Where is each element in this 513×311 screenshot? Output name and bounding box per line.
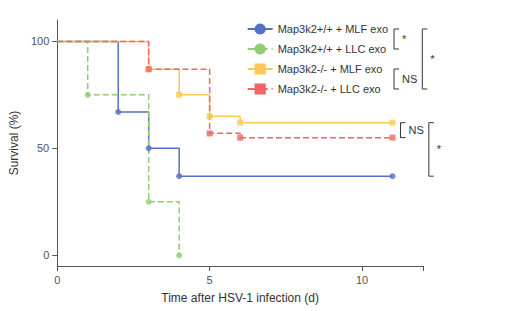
- svg-text:0: 0: [43, 249, 49, 261]
- svg-text:Time after HSV-1 infection (d): Time after HSV-1 infection (d): [161, 291, 319, 305]
- svg-text:NS: NS: [409, 124, 424, 136]
- svg-text:Survival (%): Survival (%): [7, 111, 21, 176]
- svg-text:*: *: [430, 53, 435, 65]
- svg-text:10: 10: [356, 274, 368, 286]
- svg-text:NS: NS: [402, 73, 417, 85]
- svg-text:Map3k2-/- + MLF exo: Map3k2-/- + MLF exo: [278, 63, 383, 75]
- svg-text:Map3k2+/+ + MLF exo: Map3k2+/+ + MLF exo: [278, 23, 388, 35]
- svg-text:5: 5: [207, 274, 213, 286]
- svg-text:Map3k2+/+ + LLC exo: Map3k2+/+ + LLC exo: [278, 43, 387, 55]
- svg-text:*: *: [402, 33, 407, 45]
- svg-text:100: 100: [31, 35, 49, 47]
- svg-text:*: *: [437, 143, 442, 155]
- svg-text:Map3k2-/- + LLC exo: Map3k2-/- + LLC exo: [278, 83, 381, 95]
- svg-text:50: 50: [37, 142, 49, 154]
- svg-text:0: 0: [54, 274, 60, 286]
